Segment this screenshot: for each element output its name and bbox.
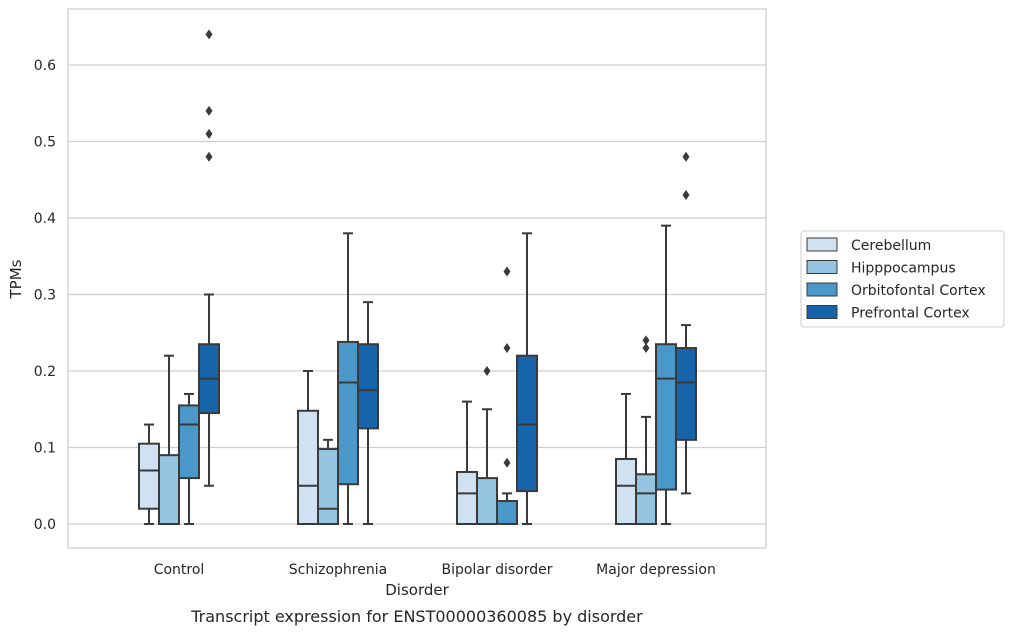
outlier-marker xyxy=(205,151,213,162)
box-body xyxy=(178,404,200,480)
outlier-marker xyxy=(682,151,690,162)
series-prefrontal-cortex xyxy=(198,29,697,525)
box-body xyxy=(635,473,657,525)
box-body xyxy=(655,343,677,491)
box xyxy=(675,151,697,495)
box xyxy=(158,354,180,525)
box xyxy=(178,392,200,525)
series-orbitofontal-cortex xyxy=(178,224,677,525)
box xyxy=(357,301,379,525)
legend-label: Hipppocampus xyxy=(851,261,956,277)
box xyxy=(516,232,538,525)
y-tick-label: 0.2 xyxy=(34,364,56,380)
y-axis-ticks: 0.0 0.1 0.2 0.3 0.4 0.5 0.6 xyxy=(34,58,56,533)
x-tick-label: Bipolar disorder xyxy=(441,562,552,578)
legend-swatch xyxy=(806,260,838,274)
legend-frame xyxy=(800,230,1005,328)
box-body xyxy=(297,409,319,525)
box-body xyxy=(496,500,518,525)
chart-caption: Transcript expression for ENST0000036008… xyxy=(190,607,643,626)
box xyxy=(496,266,518,525)
box xyxy=(655,224,677,525)
legend-label: Prefrontal Cortex xyxy=(851,306,970,322)
outlier-marker xyxy=(483,366,491,376)
box xyxy=(337,232,359,525)
box-body xyxy=(158,454,180,525)
outlier-marker xyxy=(682,190,690,201)
plot-area-frame xyxy=(67,8,767,549)
series-hipppocampus xyxy=(158,335,657,526)
x-tick-label: Major depression xyxy=(596,562,716,578)
y-tick-label: 0.3 xyxy=(34,288,56,304)
y-tick-label: 0.4 xyxy=(34,211,56,227)
box-body xyxy=(456,470,478,526)
x-tick-label: Schizophrenia xyxy=(289,562,387,578)
legend-swatch xyxy=(806,305,838,319)
legend-label: Orbitofontal Cortex xyxy=(851,283,986,299)
box-body xyxy=(337,340,359,486)
y-tick-label: 0.0 xyxy=(34,517,56,533)
box-body xyxy=(317,448,339,525)
legend-items: Cerebellum Hipppocampus Orbitofontal Corte… xyxy=(806,237,986,322)
outlier-marker xyxy=(642,335,650,346)
box xyxy=(198,29,220,487)
box xyxy=(317,438,339,525)
y-tick-label: 0.1 xyxy=(34,441,56,457)
x-axis-title: Disorder xyxy=(385,581,449,599)
legend-label: Cerebellum xyxy=(851,238,931,254)
box-body xyxy=(615,457,637,526)
y-tick-label: 0.6 xyxy=(34,58,56,74)
outlier-marker xyxy=(503,343,511,354)
outlier-marker xyxy=(503,457,511,468)
box xyxy=(297,370,319,525)
y-axis-title: TPMs xyxy=(7,259,25,299)
box-body xyxy=(138,442,160,510)
box-plots xyxy=(138,29,697,526)
box-body xyxy=(516,354,538,493)
outlier-marker xyxy=(205,29,213,40)
box xyxy=(476,366,498,526)
box-body xyxy=(357,343,379,430)
outlier-marker xyxy=(205,128,213,139)
box xyxy=(615,392,637,526)
box xyxy=(635,335,657,525)
y-tick-label: 0.5 xyxy=(34,135,56,151)
outlier-marker xyxy=(205,105,213,116)
box-body xyxy=(476,477,498,526)
x-axis-ticks: Control Schizophrenia Bipolar disorder Majo… xyxy=(154,562,716,578)
box-body xyxy=(675,347,697,441)
outlier-marker xyxy=(503,266,511,277)
legend: Cerebellum Hipppocampus Orbitofontal Corte… xyxy=(800,230,1005,328)
legend-swatch xyxy=(806,282,838,297)
box xyxy=(456,400,478,526)
x-tick-label: Control xyxy=(154,562,205,578)
box xyxy=(138,423,160,525)
outlier-marker xyxy=(642,343,650,354)
series-cerebellum xyxy=(138,370,637,526)
legend-swatch xyxy=(806,237,838,252)
